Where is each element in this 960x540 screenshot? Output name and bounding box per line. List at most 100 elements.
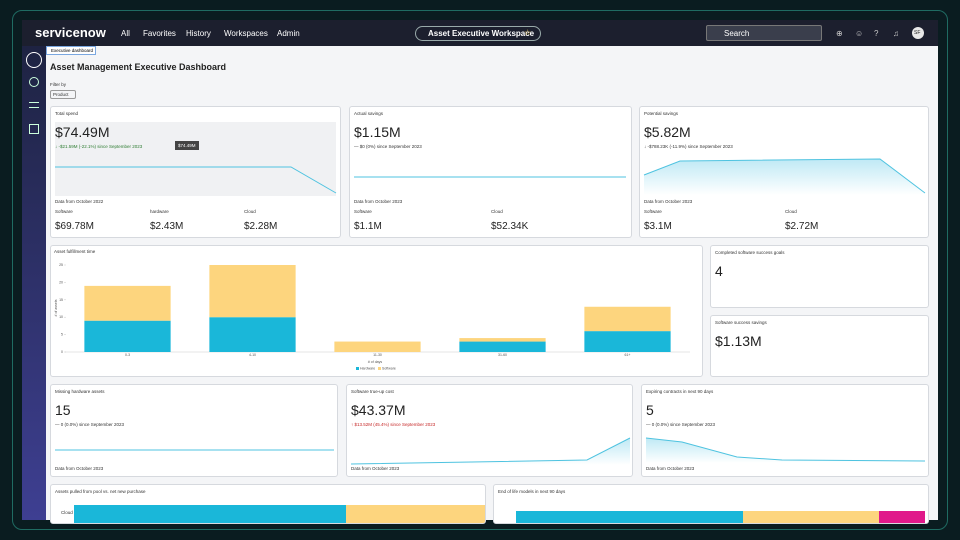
breakdown-label: Cloud bbox=[785, 209, 797, 214]
card-title: Potential savings bbox=[644, 111, 679, 116]
nav-item[interactable]: Workspaces bbox=[224, 29, 268, 38]
card-value: $1.13M bbox=[715, 333, 762, 349]
change-text: 0 (0.0%) since September 2023 bbox=[60, 422, 125, 427]
icon[interactable]: ⊕ bbox=[836, 29, 843, 38]
nav-item[interactable]: All bbox=[121, 29, 130, 38]
breakdown-value: $52.34K bbox=[491, 221, 529, 232]
chart-card bbox=[50, 245, 703, 377]
breakdown-label: Software bbox=[354, 209, 372, 214]
avatar[interactable] bbox=[912, 27, 924, 39]
card-value: 4 bbox=[715, 263, 723, 279]
card-title: Completed software success goals bbox=[715, 250, 785, 255]
frame bbox=[12, 10, 948, 530]
card-footer: Data from October 2023 bbox=[351, 466, 400, 471]
card-title: Software true-up cost bbox=[351, 389, 394, 394]
card-value: 5 bbox=[646, 402, 654, 418]
card-value: 15 bbox=[55, 402, 71, 418]
sidebar bbox=[22, 46, 46, 520]
axis-label: Cloud bbox=[61, 510, 73, 515]
bar-segment bbox=[516, 511, 743, 523]
hover-band bbox=[55, 122, 336, 196]
card-value: $43.37M bbox=[351, 402, 406, 418]
page-title: Asset Management Executive Dashboard bbox=[50, 62, 227, 72]
logo[interactable]: servicenow bbox=[35, 25, 106, 40]
icon[interactable]: ♫ bbox=[893, 29, 899, 38]
bar-segment bbox=[743, 511, 879, 523]
tab[interactable]: Executive dashboard bbox=[46, 46, 96, 55]
star-icon[interactable]: ☆ bbox=[524, 28, 532, 37]
breakdown-value: $1.1M bbox=[354, 221, 382, 232]
nav-bar: servicenow All Favorites History Workspa… bbox=[22, 20, 938, 46]
change-text: -$788.23K (-11.9%) since September 2023 bbox=[647, 144, 733, 149]
bar-segment bbox=[879, 511, 925, 523]
sparkline bbox=[55, 166, 337, 194]
breakdown-value: $2.43M bbox=[150, 221, 184, 232]
card-value: $5.82M bbox=[644, 124, 691, 140]
card-change: ↓ -$788.23K (-11.9%) since September 202… bbox=[644, 144, 733, 149]
card-potential-savings: Potential savings $5.82M ↓ -$788.23K (-1… bbox=[639, 106, 929, 238]
card-change: ↓ -$21.59M (-22.1%) since September 2023 bbox=[55, 144, 143, 149]
sparkline bbox=[643, 158, 926, 195]
avatar-text[interactable]: SF bbox=[914, 30, 921, 36]
card-value: $74.49M bbox=[55, 124, 110, 140]
change-text: -$21.59M (-22.1%) since September 2023 bbox=[58, 144, 143, 149]
card-title: Software success savings bbox=[715, 320, 767, 325]
filter-label: Filter by bbox=[50, 82, 67, 87]
card-actual-savings: Actual savings $1.15M — $0 (0%) since Se… bbox=[349, 106, 632, 238]
breakdown-value: $69.78M bbox=[55, 221, 94, 232]
card-title: Assets pulled from pool vs. net new purc… bbox=[55, 489, 146, 494]
breakdown-value: $2.72M bbox=[785, 221, 819, 232]
icon[interactable]: ☺ bbox=[855, 29, 864, 38]
workspace-pill[interactable] bbox=[415, 26, 541, 41]
bar-segment bbox=[346, 505, 485, 523]
search-box[interactable] bbox=[706, 25, 822, 41]
card-change: — 0 (0.0%) since September 2023 bbox=[646, 422, 716, 427]
sparkline bbox=[645, 437, 926, 463]
nav-item[interactable]: Favorites bbox=[143, 29, 176, 38]
card-footer: Data from October 2023 bbox=[646, 466, 695, 471]
tooltip: $74.49M bbox=[175, 141, 199, 150]
change-text: $13.52M (45.4%) since September 2023 bbox=[354, 422, 436, 427]
card-success-savings: Software success savings $1.13M bbox=[710, 315, 929, 377]
sparkline bbox=[350, 437, 631, 465]
sparkline bbox=[55, 449, 334, 451]
panel-icon[interactable] bbox=[29, 124, 39, 134]
card-footer: Data from October 2023 bbox=[354, 199, 403, 204]
filter-button[interactable]: Product bbox=[50, 90, 76, 99]
card-title: Actual savings bbox=[354, 111, 384, 116]
card-pool: Assets pulled from pool vs. net new purc… bbox=[50, 484, 486, 524]
nav-item[interactable]: History bbox=[186, 29, 211, 38]
breakdown-value: $3.1M bbox=[644, 221, 672, 232]
card-title: Missing hardware assets bbox=[55, 389, 105, 394]
card-change: — $0 (0%) since September 2023 bbox=[354, 144, 422, 149]
search-placeholder[interactable]: Search bbox=[724, 29, 750, 38]
card-footer: Data from October 2022 bbox=[55, 199, 104, 204]
card-expiring: Expiring contracts in next 90 days 5 — 0… bbox=[641, 384, 929, 477]
list-icon[interactable] bbox=[29, 102, 39, 108]
breakdown-label: Cloud bbox=[244, 209, 256, 214]
workspace-name[interactable]: Asset Executive Workspace bbox=[428, 29, 535, 38]
card-footer: Data from October 2023 bbox=[55, 466, 104, 471]
card-completed-goals: Completed software success goals 4 bbox=[710, 245, 929, 308]
breakdown-label: hardware bbox=[150, 209, 169, 214]
card-missing-hardware: Missing hardware assets 15 — 0 (0.0%) si… bbox=[50, 384, 338, 477]
breakdown-label: Software bbox=[644, 209, 662, 214]
card-true-up: Software true-up cost $43.37M ↑ $13.52M … bbox=[346, 384, 633, 477]
card-change: — 0 (0.0%) since September 2023 bbox=[55, 422, 125, 427]
sparkline bbox=[354, 176, 626, 178]
card-title: Total spend bbox=[55, 111, 79, 116]
change-text: 0 (0.0%) since September 2023 bbox=[651, 422, 716, 427]
icon[interactable]: ? bbox=[874, 29, 879, 38]
check-icon[interactable] bbox=[29, 77, 39, 87]
breakdown-label: Cloud bbox=[491, 209, 503, 214]
card-value: $1.15M bbox=[354, 124, 401, 140]
card-title: Expiring contracts in next 90 days bbox=[646, 389, 714, 394]
card-footer: Data from October 2023 bbox=[644, 199, 693, 204]
card-title: End of life models in next 90 days bbox=[498, 489, 566, 494]
card-total-spend: Total spend $74.49M ↓ -$21.59M (-22.1%) … bbox=[50, 106, 341, 238]
bar-segment bbox=[74, 505, 346, 523]
breakdown-label: Software bbox=[55, 209, 73, 214]
nav-item[interactable]: Admin bbox=[277, 29, 300, 38]
home-icon[interactable] bbox=[26, 52, 42, 68]
